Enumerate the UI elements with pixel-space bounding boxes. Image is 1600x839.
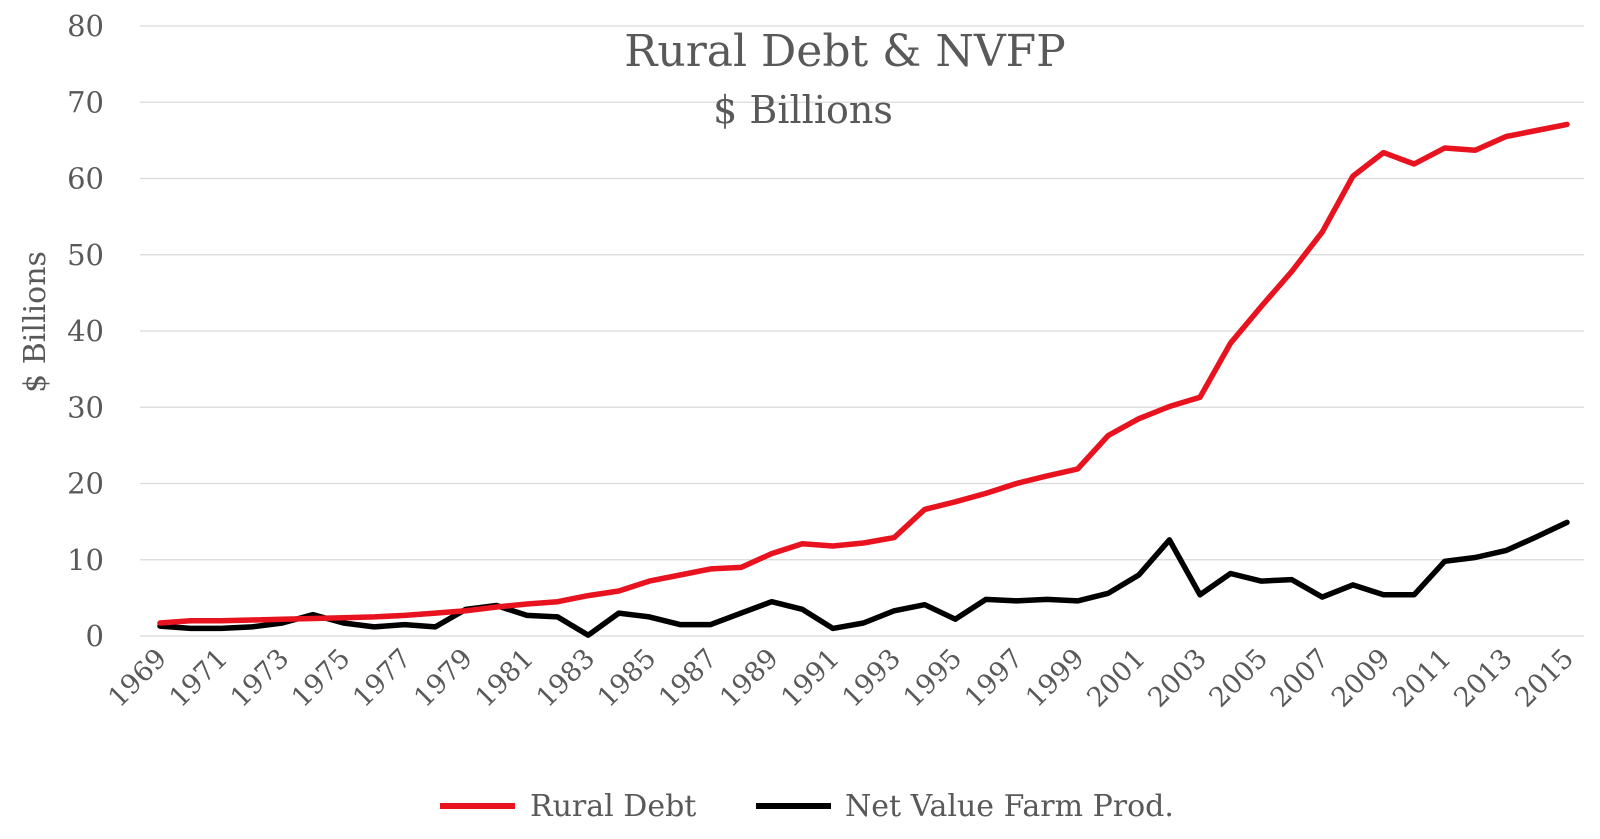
series-lines: [157, 121, 1570, 638]
x-tick-label: 1987: [653, 643, 724, 714]
x-tick-label: 1991: [775, 643, 846, 714]
series-line-net-value-farm-prod: [157, 519, 1570, 638]
y-tick-label: 20: [67, 467, 104, 501]
x-tick-label: 2015: [1509, 643, 1580, 714]
x-tick-label: 1975: [286, 643, 357, 714]
y-tick-label: 10: [67, 543, 104, 577]
y-tick-label: 50: [67, 238, 104, 272]
x-tick-label: 1969: [102, 643, 173, 714]
y-tick-label: 30: [67, 390, 104, 424]
y-tick-label: 60: [67, 162, 104, 196]
x-tick-label: 1981: [469, 643, 540, 714]
x-tick-label: 2013: [1448, 643, 1519, 714]
y-tick-label: 80: [67, 9, 104, 43]
x-tick-label: 2009: [1326, 643, 1397, 714]
x-tick-label: 2011: [1387, 643, 1458, 714]
x-tick-label: 1983: [531, 643, 602, 714]
x-tick-label: 1973: [225, 643, 296, 714]
x-tick-label: 2003: [1142, 643, 1213, 714]
legend: Rural Debt Net Value Farm Prod.: [440, 789, 1174, 824]
series-line-rural-debt: [157, 121, 1570, 626]
x-tick-label: 1997: [959, 643, 1030, 714]
x-tick-label: 1985: [592, 643, 663, 714]
legend-label-rural-debt: Rural Debt: [530, 789, 696, 824]
x-tick-label: 1999: [1020, 643, 1091, 714]
x-tick-label: 1979: [408, 643, 479, 714]
x-tick-label: 1989: [714, 643, 785, 714]
gridlines: [140, 25, 1584, 637]
y-axis-label: $ Billions: [18, 251, 53, 393]
x-tick-label: 1977: [347, 643, 418, 714]
x-tick-label: 1995: [898, 643, 969, 714]
x-tick-label: 2005: [1204, 643, 1275, 714]
y-tick-label: 70: [67, 85, 104, 119]
x-tick-label: 2001: [1081, 643, 1152, 714]
chart-subtitle: $ Billions: [713, 88, 893, 132]
x-tick-label: 1971: [164, 643, 235, 714]
legend-label-net-value-farm-prod: Net Value Farm Prod.: [845, 789, 1174, 824]
y-axis-tick-labels: 0 10 20 30 40 50 60 70 80: [67, 9, 104, 653]
y-tick-label: 0: [86, 619, 104, 653]
x-tick-label: 1993: [837, 643, 908, 714]
x-axis-tick-labels: 1969197119731975197719791981198319851987…: [102, 643, 1580, 714]
x-tick-label: 2007: [1265, 643, 1336, 714]
y-tick-label: 40: [67, 314, 104, 348]
chart-title: Rural Debt & NVFP: [624, 26, 1066, 77]
